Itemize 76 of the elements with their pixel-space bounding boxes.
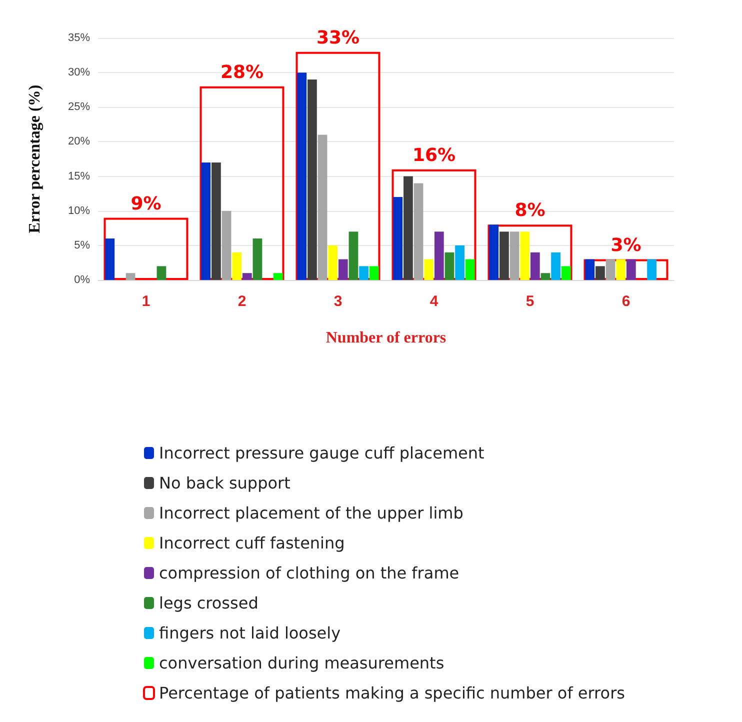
bar <box>296 52 380 280</box>
legend-label: compression of clothing on the frame <box>159 564 460 582</box>
x-tick-label: 6 <box>622 293 630 310</box>
bar <box>584 259 668 280</box>
x-tick-label: 1 <box>142 293 150 310</box>
bar <box>392 169 476 280</box>
bar <box>105 238 115 280</box>
x-tick-label: 5 <box>526 293 534 310</box>
data-label: 33% <box>316 27 360 48</box>
bar <box>308 79 317 280</box>
y-tick-label: 5% <box>74 239 90 252</box>
legend-label: Incorrect placement of the upper limb <box>159 504 464 522</box>
data-label: 8% <box>514 200 546 222</box>
data-label: 9% <box>130 193 162 214</box>
y-axis-title: Error percentage (%) <box>26 84 44 234</box>
data-label: 3% <box>610 234 642 256</box>
x-tick-label: 4 <box>430 293 439 310</box>
data-label: 28% <box>220 62 264 83</box>
legend-label: conversation during measurements <box>159 654 444 672</box>
bar <box>444 252 454 280</box>
bar <box>616 259 626 280</box>
bar <box>297 72 307 280</box>
bar <box>424 259 434 280</box>
x-axis-title: Number of errors <box>326 330 446 346</box>
y-tick-label: 30% <box>68 66 90 79</box>
bar <box>596 266 605 280</box>
bar <box>328 245 338 280</box>
legend-label: Incorrect cuff fastening <box>159 534 345 552</box>
bar <box>369 266 379 280</box>
bar <box>212 162 221 280</box>
y-tick-label: 35% <box>68 32 90 44</box>
data-label: 16% <box>412 144 456 166</box>
bar <box>338 259 348 280</box>
bar <box>348 232 358 280</box>
bar <box>606 259 616 280</box>
x-tick-label: 3 <box>334 293 342 310</box>
bar <box>510 232 520 280</box>
bar <box>156 266 166 280</box>
bar <box>455 245 464 280</box>
bar <box>561 266 571 280</box>
bar <box>626 259 636 280</box>
bar <box>530 252 540 280</box>
y-tick-label: 20% <box>68 136 90 148</box>
bar <box>551 252 560 280</box>
bar <box>393 197 403 280</box>
bar <box>104 218 188 280</box>
y-tick-label: 0% <box>74 274 90 286</box>
x-tick-label: 2 <box>238 293 246 310</box>
bar <box>252 238 262 280</box>
bar <box>126 273 136 280</box>
bar <box>647 259 656 280</box>
bar <box>414 183 424 280</box>
bar <box>232 252 242 280</box>
bar <box>404 176 413 280</box>
bar <box>273 273 283 280</box>
bar <box>200 86 284 280</box>
bar <box>465 259 475 280</box>
y-tick-label: 25% <box>68 101 90 114</box>
legend-label: Incorrect pressure gauge cuff placement <box>159 444 484 462</box>
bar <box>540 273 550 280</box>
legend-label: legs crossed <box>159 594 258 612</box>
bar <box>201 162 211 280</box>
bar <box>500 232 509 280</box>
bar <box>359 266 368 280</box>
bar <box>585 259 595 280</box>
legend-label: Percentage of patients making a specific number of errors <box>159 684 625 702</box>
bar <box>489 224 499 280</box>
bar <box>434 232 444 280</box>
bar <box>318 134 328 280</box>
legend-label: fingers not laid loosely <box>159 624 341 642</box>
bar <box>222 210 232 280</box>
legend-label: No back support <box>159 474 290 492</box>
y-tick-label: 15% <box>68 170 90 182</box>
bar <box>520 232 530 280</box>
y-tick-label: 10% <box>68 204 90 217</box>
bar <box>242 273 252 280</box>
